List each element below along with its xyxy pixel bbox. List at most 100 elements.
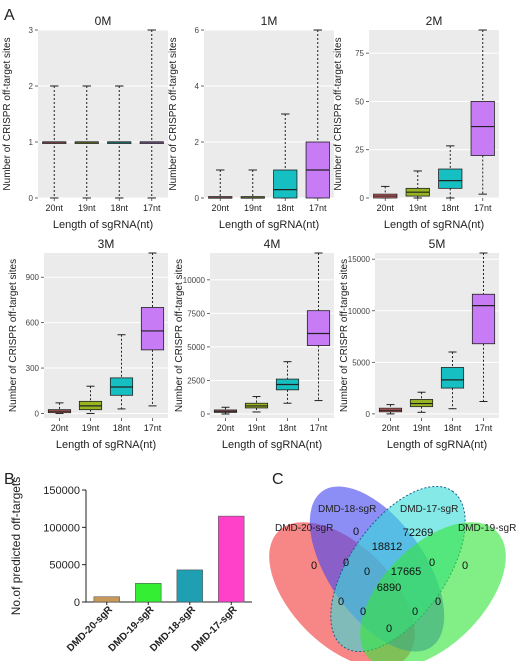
box-body <box>471 293 496 345</box>
venn-region-label: 0 <box>435 596 441 608</box>
y-tick-label: 0 <box>201 410 206 419</box>
plot-background <box>38 30 168 198</box>
y-tick-label: 10000 <box>348 307 371 316</box>
y-tick-label: 0 <box>29 194 34 203</box>
panel-title: 1M <box>261 14 278 28</box>
x-tick-label: 17nt <box>475 423 493 433</box>
boxplot-grid: 0M 0 1 2 3 20nt 19nt 18nt 17nt Length of sgRNA(nt… <box>2 10 499 451</box>
x-tick-label: 19nt <box>248 423 266 433</box>
x-tick-label: 18nt <box>444 423 462 433</box>
x-tick-label: 20nt <box>51 423 69 433</box>
set-label-3: DMD-19-sgR <box>458 523 516 534</box>
x-axis-label: Length of sgRNA(nt) <box>384 219 484 231</box>
x-axis-label: Length of sgRNA(nt) <box>219 219 319 231</box>
set-label-2: DMD-17-sgR <box>400 504 458 515</box>
box-2 <box>440 351 465 410</box>
panel-title: 0M <box>95 14 112 28</box>
x-tick-label: 18nt <box>113 423 131 433</box>
box-body <box>470 101 495 156</box>
panel-title-strip <box>38 10 168 30</box>
x-axis-label: Length of sgRNA(nt) <box>53 219 153 231</box>
x-tick-label: 17nt <box>310 423 328 433</box>
bar-1 <box>135 583 162 603</box>
venn-region-label: 0 <box>338 596 344 608</box>
x-tick-label: 19nt <box>409 203 427 213</box>
x-axis-label: Length of sgRNA(nt) <box>387 439 487 451</box>
y-tick-label: 300 <box>26 364 40 373</box>
venn-region-label: 0 <box>386 623 392 635</box>
x-tick-label: 20nt <box>217 423 235 433</box>
bar-2 <box>176 569 203 603</box>
box-2 <box>275 361 300 404</box>
x-tick-label: 18nt <box>279 423 297 433</box>
x-tick-label: 17nt <box>309 203 327 213</box>
box-0 <box>213 406 238 415</box>
y-tick-label: 600 <box>26 319 40 328</box>
set-ellipse-dmd-19 <box>360 522 506 661</box>
x-tick-label: 20nt <box>376 203 394 213</box>
box-0 <box>208 169 233 199</box>
box-body <box>273 169 298 199</box>
box-3 <box>471 252 496 402</box>
bar-3 <box>218 515 245 603</box>
y-tick-label: 5000 <box>187 343 205 352</box>
y-axis-label: Number of CRISPR off-target sites <box>8 259 19 412</box>
x-tick-label: 20nt <box>211 203 229 213</box>
venn-region-label: 0 <box>343 557 349 569</box>
y-axis-label: Number of CRISPR off-target sites <box>333 37 344 190</box>
box-0 <box>47 402 72 414</box>
box-2 <box>273 113 298 199</box>
panel-label-a: A <box>4 7 15 24</box>
y-tick-label: 100000 <box>43 522 80 534</box>
panel-title: 2M <box>426 14 443 28</box>
venn-region-label: 0 <box>364 566 370 578</box>
boxplot-panel-1: 1M 0 2 4 6 20nt 19nt 18nt 17nt Length of sgRNA(nt… <box>168 10 334 231</box>
venn-region-label: 0 <box>429 557 435 569</box>
panel-label-b: B <box>4 471 15 488</box>
box-1 <box>244 396 269 413</box>
boxplot-panel-4: 4M 0 2500 5000 7500 10000 20nt 19nt 18nt 17nt Leng… <box>174 233 334 451</box>
y-axis-label: Number of CRISPR off-target sites <box>174 259 185 412</box>
box-3 <box>140 252 165 407</box>
box-2 <box>109 334 134 410</box>
venn-region-label: 6890 <box>377 582 401 594</box>
y-tick-label: 0 <box>195 194 200 203</box>
y-tick-label: 900 <box>26 273 40 282</box>
venn-region-label: 0 <box>360 606 366 618</box>
bar-0 <box>93 596 120 603</box>
x-tick-label: 18nt <box>276 203 294 213</box>
x-tick-label: 17nt <box>474 203 492 213</box>
y-tick-label: 0 <box>35 409 40 418</box>
x-tick-label: 19nt <box>82 423 100 433</box>
x-tick-label: 19nt <box>244 203 262 213</box>
box-1 <box>74 85 99 199</box>
box-body <box>140 307 165 351</box>
y-tick-label: 25 <box>355 146 364 155</box>
x-tick-label: DMD-17-sgR <box>190 604 240 654</box>
panel-title-strip <box>369 10 499 30</box>
y-tick-label: 2 <box>195 138 200 147</box>
box-body <box>306 310 331 346</box>
y-tick-label: 75 <box>355 49 364 58</box>
box-1 <box>405 170 430 199</box>
y-tick-label: 5000 <box>352 358 370 367</box>
x-axis-label: Length of sgRNA(nt) <box>56 439 156 451</box>
panel-title-strip <box>44 233 168 253</box>
boxplot-panel-5: 5M 0 5000 10000 15000 20nt 19nt 18nt 17nt Length … <box>339 233 499 451</box>
boxplot-panel-0: 0M 0 1 2 3 20nt 19nt 18nt 17nt Length of sgRNA(nt… <box>2 10 168 231</box>
x-tick-label: 20nt <box>45 203 63 213</box>
box-3 <box>305 29 330 199</box>
y-tick-label: 10000 <box>183 276 206 285</box>
x-tick-label: 19nt <box>78 203 96 213</box>
x-tick-label: 18nt <box>441 203 459 213</box>
panel-title-strip <box>210 233 334 253</box>
y-axis-label: Number of CRISPR off-target sites <box>168 37 179 190</box>
panel-title: 3M <box>98 237 115 251</box>
y-tick-label: 0 <box>74 597 80 609</box>
venn-region-label: 0 <box>462 560 468 572</box>
y-tick-label: 7500 <box>187 309 205 318</box>
venn-region-label: 0 <box>353 526 359 538</box>
venn-diagram: DMD-20-sgR DMD-18-sgR DMD-17-sgRDMD-19-sgR… <box>269 485 516 661</box>
bar-chart: 050000100000150000DMD-20-sgRDMD-19-sgRDM… <box>9 477 252 654</box>
box-1 <box>78 385 103 414</box>
